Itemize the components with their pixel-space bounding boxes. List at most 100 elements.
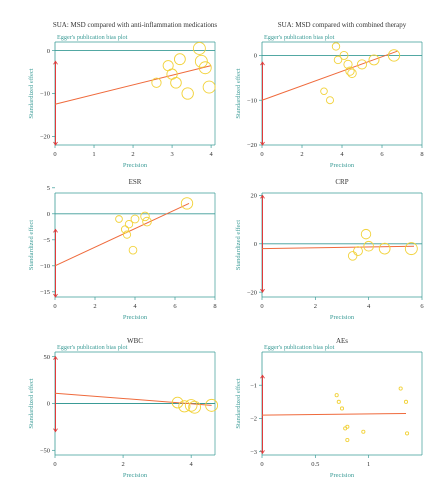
x-tick-label: 2	[131, 151, 134, 158]
ci-cap-top	[53, 60, 58, 65]
study-point	[122, 230, 132, 239]
y-tick-label: 50	[44, 354, 51, 361]
x-tick-label: 6	[173, 303, 177, 310]
x-tick-label: 8	[213, 303, 216, 310]
y-tick-label: −10	[247, 97, 257, 104]
x-tick-label: 1	[367, 461, 370, 468]
y-tick-label: −10	[40, 263, 50, 270]
study-point	[171, 396, 184, 409]
study-point	[320, 87, 328, 96]
x-tick-label: 0.5	[311, 461, 319, 468]
y-tick-label: 0	[254, 241, 257, 248]
y-tick-label: −2	[250, 416, 257, 423]
y-tick-label: −1	[250, 382, 257, 389]
y-axis-label: Standardized effect	[28, 68, 35, 118]
study-point	[339, 406, 345, 411]
study-point	[326, 96, 334, 105]
regression-line	[261, 50, 399, 101]
study-point	[202, 80, 216, 94]
study-point	[339, 50, 349, 60]
x-axis-label: Precision	[123, 472, 148, 479]
study-point	[343, 59, 353, 69]
y-tick-label: 0	[47, 48, 50, 55]
study-point	[345, 437, 350, 443]
study-point	[368, 54, 380, 66]
ci-cap-top	[53, 228, 58, 233]
x-tick-label: 1	[92, 151, 95, 158]
study-point	[345, 424, 350, 429]
x-tick-label: 2	[314, 303, 317, 310]
study-point	[173, 53, 186, 66]
panel-title: SUA: MSD compared with anti-inflammation…	[53, 21, 218, 29]
y-tick-label: 20	[251, 193, 258, 200]
study-point	[378, 242, 391, 255]
y-tick-label: −3	[250, 449, 257, 456]
x-tick-label: 0	[260, 303, 263, 310]
y-tick-label: 0	[47, 211, 50, 218]
panel-title: CRP	[335, 178, 348, 186]
x-tick-label: 0	[53, 151, 56, 158]
study-point	[130, 214, 140, 224]
y-axis-label: Standardized effect	[28, 220, 35, 270]
study-point	[356, 59, 368, 70]
study-point	[336, 399, 341, 404]
study-point	[398, 386, 403, 391]
x-tick-label: 2	[300, 151, 303, 158]
y-tick-label: −5	[43, 237, 50, 244]
y-tick-label: 0	[47, 401, 50, 408]
study-point	[170, 76, 182, 89]
study-point	[194, 54, 208, 68]
y-axis-label: Standardized effect	[235, 68, 242, 118]
regression-line	[54, 65, 212, 105]
panel-3: ESR 0 2 4 6 8 5 0 −5 −10 −15 Precision Standardized …	[28, 178, 217, 321]
study-point	[387, 49, 401, 62]
study-point	[333, 55, 343, 65]
x-axis-label: Precision	[330, 162, 355, 169]
panel-subtitle: Egger's publication bias plot	[57, 34, 128, 41]
y-tick-label: −20	[247, 142, 257, 149]
panel-title: AEs	[336, 337, 348, 345]
x-tick-label: 2	[93, 303, 96, 310]
ci-cap-bottom	[260, 288, 265, 293]
x-tick-label: 0	[53, 303, 56, 310]
study-point	[124, 220, 134, 229]
regression-line	[261, 245, 415, 250]
panel-subtitle: Egger's publication bias plot	[264, 34, 335, 41]
study-point	[331, 42, 341, 51]
y-tick-label: 0	[254, 53, 257, 60]
study-point	[128, 245, 138, 255]
ci-cap-top	[260, 374, 265, 379]
x-tick-label: 4	[209, 151, 213, 158]
panel-title: WBC	[127, 337, 143, 345]
x-tick-label: 4	[367, 303, 371, 310]
study-point	[184, 399, 198, 412]
x-tick-label: 0	[260, 461, 263, 468]
study-point	[361, 429, 366, 434]
x-axis-label: Precision	[330, 472, 355, 479]
study-point	[404, 242, 418, 256]
study-point	[142, 216, 152, 227]
study-point	[347, 251, 358, 261]
study-point	[192, 41, 206, 55]
study-point	[405, 431, 410, 436]
ci-cap-bottom	[260, 450, 265, 455]
regression-line	[54, 202, 190, 267]
y-axis-label: Standardized effect	[235, 220, 242, 270]
y-tick-label: 5	[47, 185, 50, 192]
ci-cap-bottom	[260, 141, 265, 146]
study-point	[360, 228, 372, 240]
study-point	[151, 77, 162, 88]
x-tick-label: 8	[420, 151, 423, 158]
study-point	[181, 87, 194, 100]
study-point	[198, 61, 212, 75]
y-axis-label: Standardized effect	[28, 378, 35, 428]
panel-title: ESR	[129, 178, 142, 186]
x-tick-label: 0	[260, 151, 263, 158]
study-point	[115, 215, 123, 223]
study-point	[403, 399, 409, 404]
study-point	[363, 240, 374, 252]
panel-subtitle: Egger's publication bias plot	[57, 344, 128, 351]
x-axis-label: Precision	[123, 162, 148, 169]
